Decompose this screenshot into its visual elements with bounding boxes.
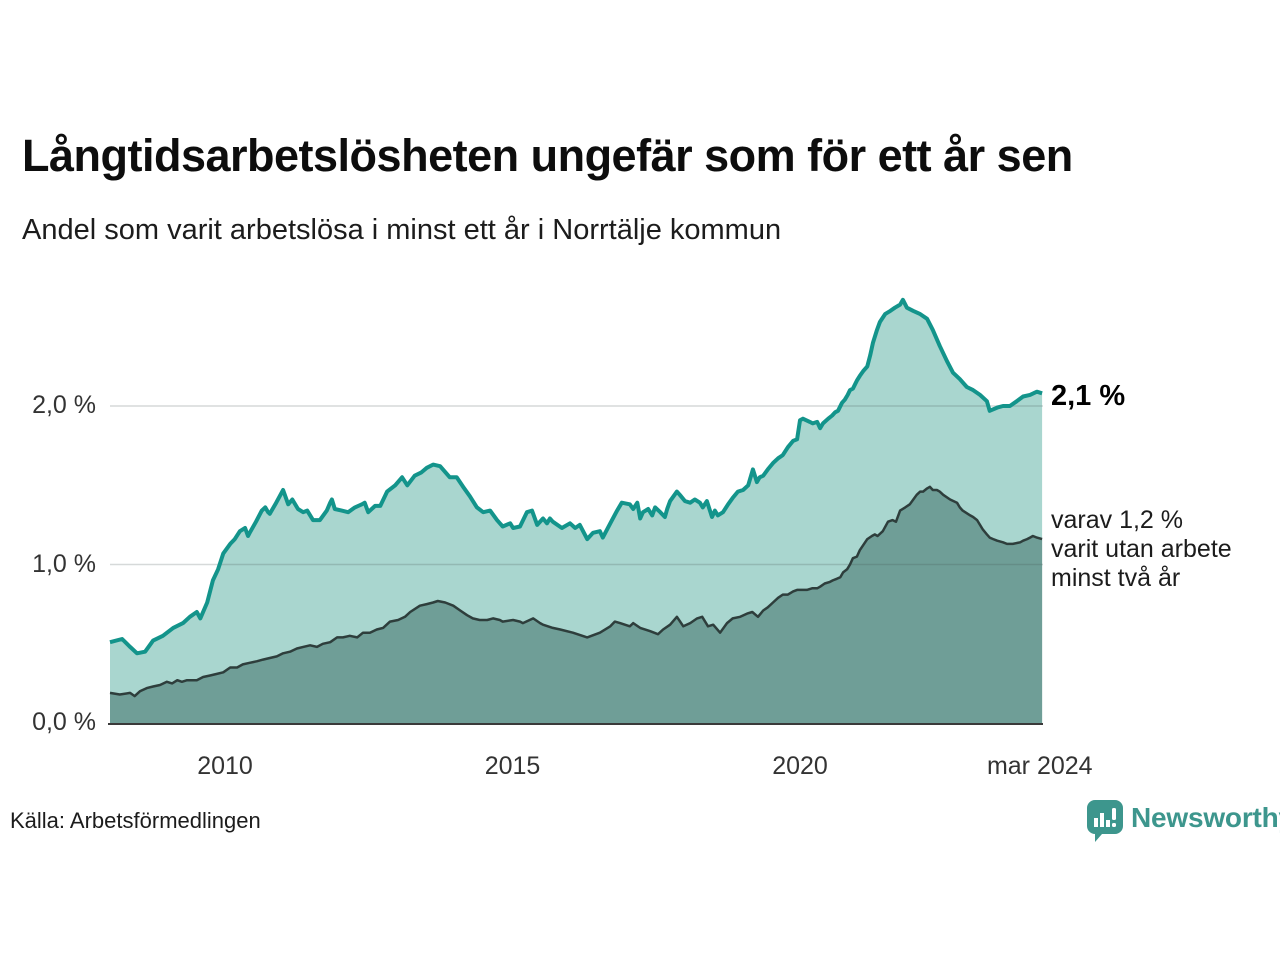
source-note: Källa: Arbetsförmedlingen: [10, 808, 261, 833]
newsworthy-wordmark: Newsworthy: [1131, 802, 1280, 833]
x-tick-label: 2010: [197, 752, 253, 780]
chart-title: Långtidsarbetslösheten ungefär som för e…: [22, 130, 1073, 181]
series-2-line: [109, 485, 1043, 698]
y-tick-label: 2,0 %: [32, 391, 96, 419]
x-tick-label: 2015: [484, 752, 541, 780]
series-1-line: [109, 297, 1043, 656]
x-tick-label: 2020: [772, 752, 828, 780]
chart-subtitle: Andel som varit arbetslösa i minst ett å…: [22, 214, 782, 246]
series2-annotation-line: varit utan arbete: [1051, 535, 1232, 563]
x-tick-label: mar 2024: [986, 752, 1093, 780]
logo-exclamation-stem: [1112, 808, 1116, 820]
series2-annotation-line: varav 1,2 %: [1051, 506, 1184, 534]
series2-annotation: varav 1,2 % varit utan arbete minst två …: [1051, 506, 1232, 593]
newsworthy-logo: Newsworthy: [1086, 799, 1280, 843]
latest-value-label: 2,1 %: [1051, 380, 1126, 412]
newsworthy-logo-icon: [1087, 800, 1123, 842]
logo-bar: [1106, 820, 1110, 827]
y-tick-label: 1,0 %: [32, 549, 96, 578]
logo-bar: [1094, 818, 1098, 827]
logo-bar: [1100, 813, 1104, 827]
y-tick-label: 0,0 %: [32, 708, 96, 736]
series-2-area: [110, 486, 1043, 723]
logo-bubble: [1087, 800, 1123, 842]
series2-annotation-line: minst två år: [1051, 564, 1181, 592]
logo-exclamation-dot: [1112, 823, 1116, 827]
